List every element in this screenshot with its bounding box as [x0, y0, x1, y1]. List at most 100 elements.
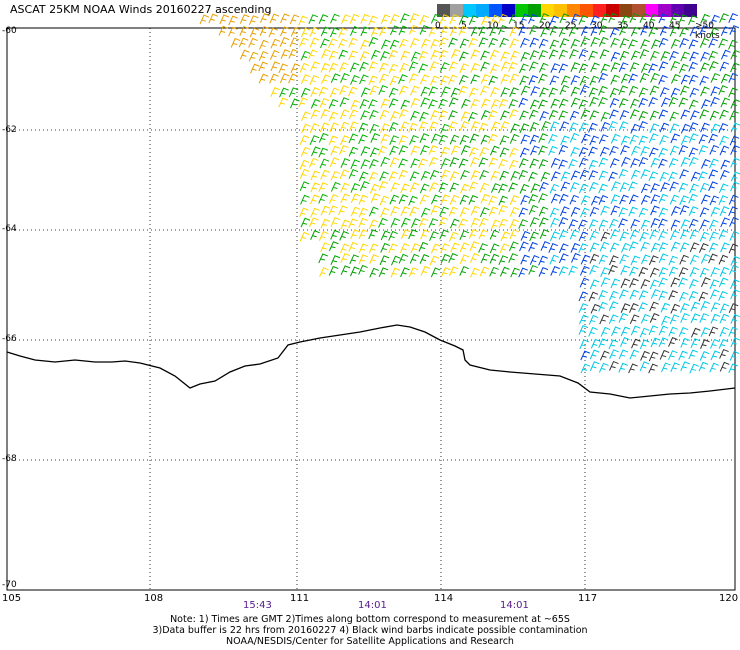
- wind-barb: [618, 98, 629, 108]
- wind-barb: [690, 313, 701, 324]
- wind-barb: [639, 327, 650, 338]
- wind-barb: [389, 157, 400, 168]
- wind-barb: [709, 110, 720, 121]
- wind-barb: [679, 242, 690, 253]
- wind-barb: [429, 231, 439, 242]
- wind-barb: [309, 75, 320, 85]
- wind-barb: [698, 134, 709, 145]
- wind-barb: [528, 109, 539, 120]
- wind-barb: [618, 121, 629, 132]
- wind-barb: [478, 37, 489, 48]
- wind-barb: [320, 242, 330, 253]
- wind-barb: [400, 99, 411, 110]
- wind-barb: [408, 195, 418, 206]
- wind-barb: [598, 134, 609, 145]
- wind-barb: [579, 314, 589, 325]
- wind-barb: [450, 48, 461, 59]
- wind-barb: [718, 291, 728, 301]
- wind-barb: [458, 51, 469, 62]
- wind-barb: [269, 13, 280, 24]
- wind-barb: [700, 122, 710, 133]
- wind-barb: [318, 86, 329, 97]
- wind-barb: [360, 110, 370, 121]
- wind-barb: [409, 13, 420, 23]
- wind-barb: [660, 97, 671, 108]
- wind-barb: [470, 121, 481, 131]
- wind-barb: [378, 145, 388, 156]
- wind-barb: [300, 87, 311, 98]
- lon-label: 120: [719, 593, 739, 604]
- wind-barb: [290, 26, 301, 37]
- wind-barb: [598, 183, 608, 194]
- wind-barb: [690, 171, 701, 182]
- wind-barb: [338, 62, 349, 72]
- wind-barb: [528, 204, 539, 215]
- wind-barb: [318, 193, 328, 204]
- wind-barb: [669, 194, 680, 205]
- wind-barb: [450, 145, 461, 156]
- wind-barb: [400, 206, 411, 217]
- wind-barb: [658, 325, 669, 336]
- wind-barb: [589, 349, 600, 360]
- wind-barb: [440, 194, 451, 205]
- wind-barb: [321, 74, 331, 85]
- wind-barb: [350, 206, 361, 217]
- wind-barb: [358, 217, 368, 228]
- wind-barb: [328, 38, 338, 49]
- wind-barb: [498, 158, 508, 169]
- wind-barb: [439, 206, 449, 217]
- wind-barb: [398, 74, 408, 84]
- wind-barb: [688, 218, 699, 229]
- wind-barb: [648, 171, 659, 182]
- wind-barb: [570, 252, 581, 263]
- wind-barb: [459, 266, 469, 276]
- wind-barb: [679, 195, 689, 206]
- wind-barb: [709, 231, 719, 242]
- wind-barb: [670, 73, 681, 84]
- wind-barb: [628, 85, 639, 96]
- wind-barb: [730, 279, 740, 289]
- wind-barb: [608, 171, 618, 182]
- wind-barb: [689, 267, 700, 277]
- wind-barb: [719, 206, 730, 216]
- wind-barb: [468, 181, 479, 192]
- wind-barb: [710, 206, 721, 217]
- wind-barb: [528, 75, 539, 85]
- legend-label: 0: [435, 21, 441, 31]
- wind-barb: [678, 291, 689, 302]
- wind-barb: [550, 63, 561, 73]
- wind-barb: [609, 145, 619, 156]
- wind-barb: [589, 264, 599, 275]
- wind-barb: [550, 265, 560, 276]
- wind-barb: [629, 98, 640, 109]
- wind-barb: [658, 13, 669, 24]
- wind-barb: [449, 157, 460, 167]
- wind-barb: [578, 146, 589, 157]
- wind-barb: [388, 49, 399, 60]
- wind-barb: [728, 363, 738, 374]
- wind-barb: [538, 217, 549, 228]
- wind-barb: [459, 207, 470, 217]
- wind-barb: [589, 361, 600, 371]
- wind-barb: [369, 254, 379, 265]
- wind-barb: [569, 110, 580, 121]
- wind-barb: [430, 110, 440, 120]
- wind-barb: [630, 50, 641, 61]
- wind-barb: [599, 49, 610, 59]
- wind-barb: [580, 207, 590, 218]
- wind-barb: [598, 219, 609, 230]
- wind-barb: [318, 182, 329, 193]
- legend-label: 25: [565, 21, 577, 31]
- wind-barb: [648, 26, 659, 37]
- wind-barb: [389, 75, 400, 86]
- wind-barb: [270, 38, 281, 49]
- wind-barb: [640, 219, 651, 230]
- wind-barb: [378, 267, 389, 278]
- wind-barb: [538, 255, 548, 266]
- wind-barb: [518, 97, 529, 108]
- lon-label: 114: [434, 593, 454, 604]
- wind-barb: [650, 289, 661, 299]
- wind-barb: [328, 62, 339, 73]
- wind-barb: [399, 243, 410, 253]
- wind-barb: [588, 159, 599, 170]
